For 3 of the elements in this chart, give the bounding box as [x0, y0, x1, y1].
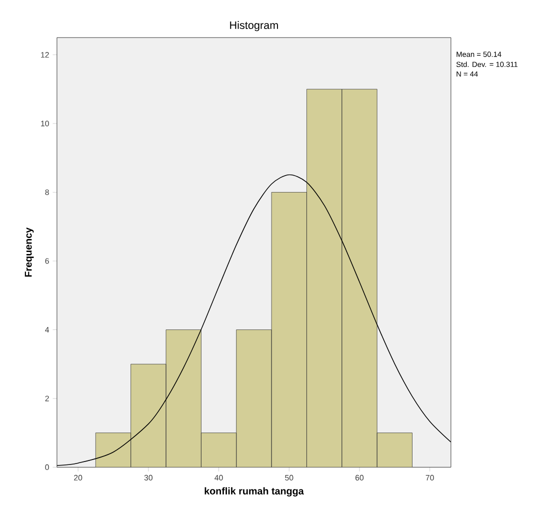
chart-title: Histogram [230, 21, 278, 32]
y-axis-title: Frequency [24, 228, 34, 277]
x-axis-title: konflik rumah tangga [204, 487, 304, 497]
